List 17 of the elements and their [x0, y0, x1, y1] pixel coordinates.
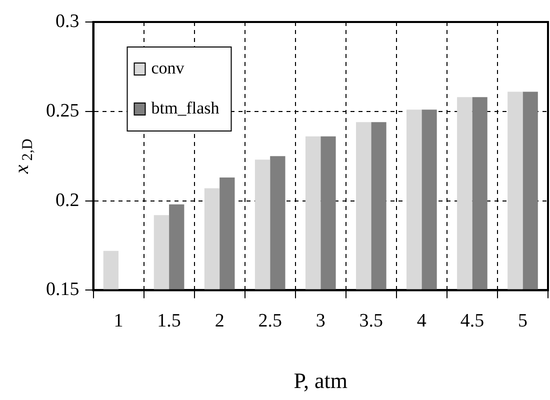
y-tick-label: 0.15: [46, 279, 80, 300]
x-tick-label: 5: [518, 310, 528, 332]
x-axis-title: P, atm: [294, 368, 348, 393]
x-tick-label: 3: [316, 310, 326, 332]
y-tick-label: 0.25: [46, 100, 80, 122]
y-axis-title: x2,D: [11, 138, 36, 175]
y-tick-label: 0.3: [56, 10, 80, 32]
x-tick-label: 4: [416, 310, 427, 332]
legend-label: btm_flash: [151, 98, 220, 118]
x-tick-label: 4.5: [460, 310, 484, 332]
legend-label: conv: [151, 58, 185, 78]
y-tick-label: 0.2: [56, 190, 80, 211]
x-tick-label: 3.5: [359, 310, 384, 332]
x-tick-label: 1: [114, 310, 124, 332]
x-tick-label: 1.5: [157, 310, 181, 332]
x-tick-label: 2.5: [258, 310, 282, 332]
x-tick-label: 2: [214, 310, 224, 332]
